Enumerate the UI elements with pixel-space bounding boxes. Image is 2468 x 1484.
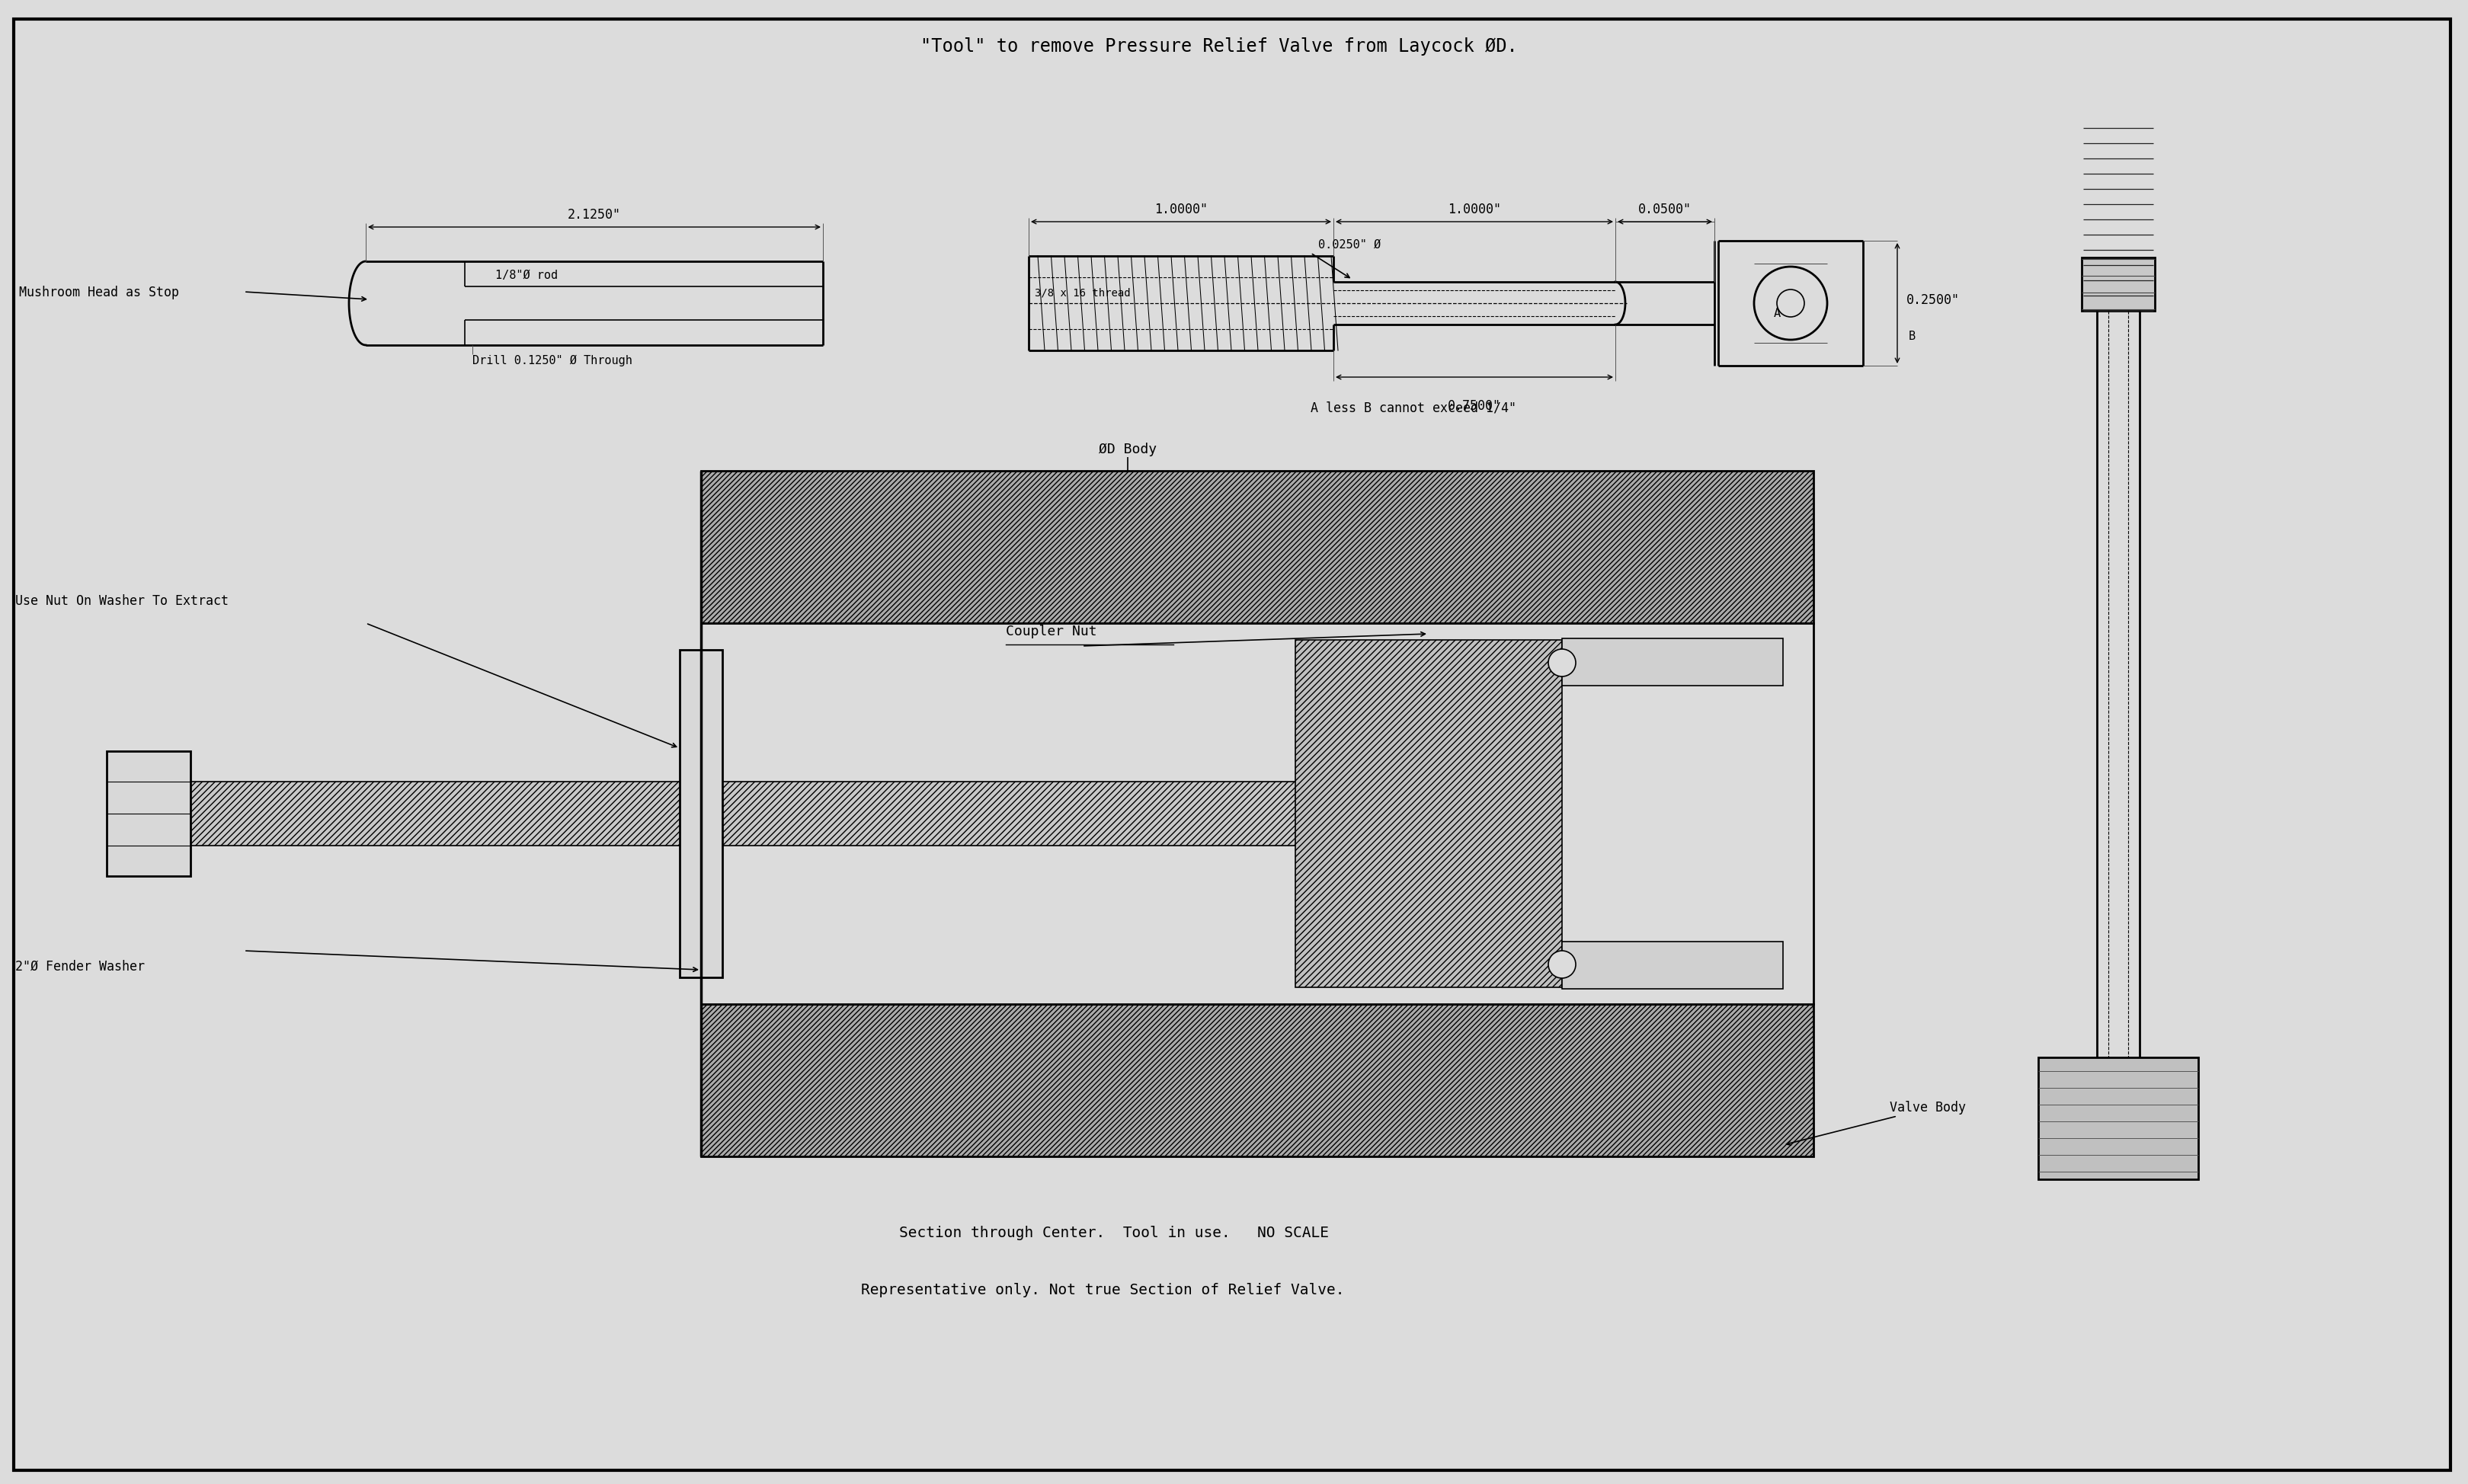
Text: Coupler Nut: Coupler Nut xyxy=(1007,625,1096,638)
Text: 0.7500": 0.7500" xyxy=(1449,399,1501,413)
Text: Section through Center.  Tool in use.   NO SCALE: Section through Center. Tool in use. NO … xyxy=(898,1226,1328,1241)
Text: 3/8 x 16 thread: 3/8 x 16 thread xyxy=(1034,286,1130,298)
Text: ØD Body: ØD Body xyxy=(1098,442,1157,456)
Bar xyxy=(701,623,1814,1005)
Text: Drill 0.1250" Ø Through: Drill 0.1250" Ø Through xyxy=(471,355,632,367)
Bar xyxy=(679,650,723,978)
Circle shape xyxy=(1547,650,1575,677)
Bar xyxy=(190,782,1449,846)
Text: 0.0500": 0.0500" xyxy=(1639,202,1691,217)
Bar xyxy=(1562,638,1782,686)
Text: 2"Ø Fender Washer: 2"Ø Fender Washer xyxy=(15,959,146,974)
Text: Use Nut On Washer To Extract: Use Nut On Washer To Extract xyxy=(15,594,230,607)
Bar xyxy=(106,751,190,877)
Bar xyxy=(2081,258,2155,312)
Text: 1.0000": 1.0000" xyxy=(1449,202,1501,217)
Text: B: B xyxy=(1908,329,1915,341)
Bar xyxy=(1562,942,1782,988)
Text: Mushroom Head as Stop: Mushroom Head as Stop xyxy=(20,285,180,300)
Text: Valve Body: Valve Body xyxy=(1890,1100,1967,1114)
Text: 0.2500": 0.2500" xyxy=(1905,294,1960,307)
Bar xyxy=(1296,641,1562,987)
Text: 2.1250": 2.1250" xyxy=(568,208,622,221)
Text: Representative only. Not true Section of Relief Valve.: Representative only. Not true Section of… xyxy=(861,1282,1345,1297)
Bar xyxy=(2039,1058,2199,1180)
Circle shape xyxy=(1547,951,1575,978)
Text: 1/8"Ø rod: 1/8"Ø rod xyxy=(496,270,558,280)
Bar xyxy=(701,472,1814,623)
Text: A: A xyxy=(1774,307,1779,319)
Text: A less B cannot exceed 1/4": A less B cannot exceed 1/4" xyxy=(1311,401,1515,416)
Text: 1.0000": 1.0000" xyxy=(1155,202,1207,217)
Bar xyxy=(701,1005,1814,1156)
Text: "Tool" to remove Pressure Relief Valve from Laycock ØD.: "Tool" to remove Pressure Relief Valve f… xyxy=(921,37,1518,55)
Text: 0.0250" Ø: 0.0250" Ø xyxy=(1318,239,1380,251)
